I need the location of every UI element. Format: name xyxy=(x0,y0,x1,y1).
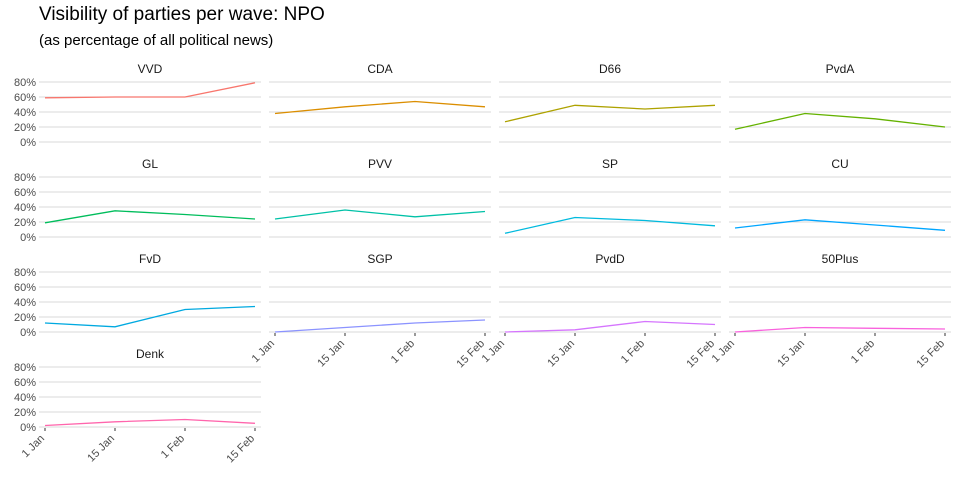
panel-pvda: PvdA xyxy=(729,62,951,143)
y-tick-label: 40% xyxy=(14,297,36,309)
y-tick-label: 20% xyxy=(14,407,36,419)
panel-title-50plus: 50Plus xyxy=(822,252,859,266)
chart-title: Visibility of parties per wave: NPO xyxy=(39,4,325,25)
y-tick-label: 80% xyxy=(14,77,36,89)
series-line-sp xyxy=(504,216,716,234)
y-tick-label: 60% xyxy=(14,377,36,389)
y-tick-label: 80% xyxy=(14,267,36,279)
y-tick-label: 20% xyxy=(14,312,36,324)
panel-fvd: FvD 0% 20% 40% 60% 80% xyxy=(14,252,261,339)
series-line-cda xyxy=(274,100,486,115)
panel-50plus: 50Plus 1 Jan 15 Jan 1 Feb 15 Feb xyxy=(710,252,951,370)
series-line-sgp xyxy=(274,319,486,333)
x-tick-label: 15 Jan xyxy=(775,338,807,370)
panel-vvd: VVD 0% 20% 40% 60% 80% xyxy=(14,62,261,149)
x-tick-label: 1 Jan xyxy=(480,338,508,366)
y-tick-label: 0% xyxy=(20,137,36,149)
panel-d66: D66 xyxy=(499,62,721,143)
y-tick-label: 80% xyxy=(14,172,36,184)
panel-title-gl: GL xyxy=(142,157,158,171)
x-tick-label: 15 Jan xyxy=(545,338,577,370)
panel-sp: SP xyxy=(499,157,721,238)
panel-title-denk: Denk xyxy=(136,347,165,361)
panel-title-pvda: PvdA xyxy=(826,62,855,76)
series-line-pvv xyxy=(274,209,486,220)
x-tick-label: 1 Feb xyxy=(389,338,417,366)
series-line-vvd xyxy=(44,82,256,99)
series-line-fvd xyxy=(44,305,256,328)
panel-title-cda: CDA xyxy=(367,62,392,76)
series-line-d66 xyxy=(504,104,716,123)
panel-title-fvd: FvD xyxy=(139,252,161,266)
panel-gl: GL 0% 20% 40% 60% 80% xyxy=(14,157,261,244)
series-line-gl xyxy=(44,210,256,224)
x-tick-label: 15 Feb xyxy=(914,338,947,371)
x-tick-label: 1 Jan xyxy=(20,433,48,461)
series-line-pvdd xyxy=(504,320,716,333)
x-tick-label: 15 Feb xyxy=(224,433,257,466)
y-tick-label: 80% xyxy=(14,362,36,374)
x-tick-label: 1 Jan xyxy=(710,338,738,366)
x-tick-label: 1 Feb xyxy=(849,338,877,366)
x-tick-label: 1 Feb xyxy=(619,338,647,366)
y-tick-label: 20% xyxy=(14,217,36,229)
series-line-50plus xyxy=(734,326,946,333)
y-tick-label: 60% xyxy=(14,282,36,294)
chart-subtitle: (as percentage of all political news) xyxy=(39,32,274,49)
x-tick-label: 15 Jan xyxy=(85,433,117,465)
panel-title-vvd: VVD xyxy=(138,62,163,76)
y-tick-label: 0% xyxy=(20,232,36,244)
series-line-cu xyxy=(734,219,946,231)
series-line-pvda xyxy=(734,112,946,130)
y-tick-label: 40% xyxy=(14,202,36,214)
panel-title-sgp: SGP xyxy=(367,252,392,266)
panel-title-pvv: PVV xyxy=(368,157,392,171)
y-tick-label: 60% xyxy=(14,92,36,104)
y-tick-label: 20% xyxy=(14,122,36,134)
panel-cu: CU xyxy=(729,157,951,238)
x-tick-label: 1 Jan xyxy=(250,338,278,366)
panel-denk: Denk 0% 20% 40% 60% 80% 1 Jan 15 Jan 1 Feb 15 Feb xyxy=(14,347,261,465)
panel-title-pvdd: PvdD xyxy=(595,252,625,266)
y-tick-label: 40% xyxy=(14,107,36,119)
series-line-denk xyxy=(44,418,256,427)
panel-title-d66: D66 xyxy=(599,62,621,76)
x-tick-label: 1 Feb xyxy=(159,433,187,461)
panel-cda: CDA xyxy=(269,62,491,143)
panel-title-sp: SP xyxy=(602,157,618,171)
y-tick-label: 60% xyxy=(14,187,36,199)
panel-pvv: PVV xyxy=(269,157,491,238)
y-tick-label: 0% xyxy=(20,422,36,434)
x-tick-label: 15 Jan xyxy=(315,338,347,370)
y-tick-label: 0% xyxy=(20,327,36,339)
y-tick-label: 40% xyxy=(14,392,36,404)
panel-title-cu: CU xyxy=(831,157,848,171)
